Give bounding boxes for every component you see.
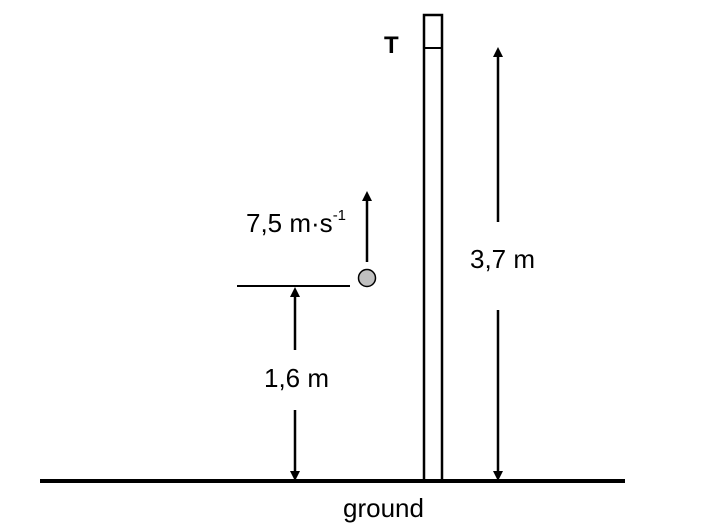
tower (422, 13, 444, 483)
velocity-exponent: -1 (333, 207, 346, 224)
tower-label: T (384, 32, 399, 59)
velocity-value: 7,5 m·s (246, 208, 333, 238)
ball-height-label: 1,6 m (264, 363, 329, 393)
ball (357, 268, 377, 288)
ground-label: ground (343, 493, 424, 523)
velocity-label: 7,5 m·s-1 (246, 207, 346, 238)
tower-height-label: 3,7 m (470, 244, 535, 274)
